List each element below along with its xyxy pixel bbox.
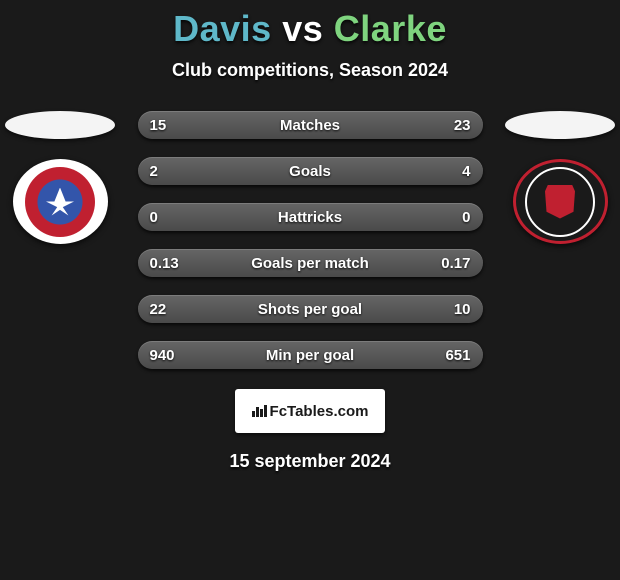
stat-row-min-per-goal: 940 Min per goal 651: [138, 341, 483, 369]
stat-left-value: 0: [150, 209, 158, 226]
fctables-logo[interactable]: FcTables.com: [235, 389, 385, 433]
stat-right-value: 0: [462, 209, 470, 226]
stat-row-goals-per-match: 0.13 Goals per match 0.17: [138, 249, 483, 277]
stat-right-value: 0.17: [441, 255, 470, 272]
stat-left-value: 22: [150, 301, 167, 318]
stats-table: 15 Matches 23 2 Goals 4 0 Hattricks 0 0.…: [138, 111, 483, 369]
stat-label: Min per goal: [266, 347, 354, 364]
stat-left-value: 0.13: [150, 255, 179, 272]
team2-column: [500, 111, 620, 244]
stat-right-value: 10: [454, 301, 471, 318]
stat-label: Shots per goal: [258, 301, 362, 318]
team1-flag-icon: [5, 111, 115, 139]
stat-left-value: 2: [150, 163, 158, 180]
team2-flag-icon: [505, 111, 615, 139]
stat-right-value: 23: [454, 117, 471, 134]
player1-name: Davis: [173, 8, 272, 49]
vs-separator: vs: [282, 8, 323, 49]
stat-left-value: 15: [150, 117, 167, 134]
stat-label: Goals: [289, 163, 331, 180]
stat-label: Goals per match: [251, 255, 369, 272]
team1-column: [0, 111, 120, 244]
stat-label: Hattricks: [278, 209, 342, 226]
stat-row-matches: 15 Matches 23: [138, 111, 483, 139]
competition-subtitle: Club competitions, Season 2024: [0, 60, 620, 81]
stat-row-goals: 2 Goals 4: [138, 157, 483, 185]
stat-label: Matches: [280, 117, 340, 134]
team1-crest-icon: [13, 159, 108, 244]
logo-bars-icon: [252, 405, 267, 417]
player2-name: Clarke: [334, 8, 447, 49]
match-date: 15 september 2024: [0, 451, 620, 472]
stat-right-value: 651: [445, 347, 470, 364]
stat-right-value: 4: [462, 163, 470, 180]
stat-row-shots-per-goal: 22 Shots per goal 10: [138, 295, 483, 323]
stats-content: 15 Matches 23 2 Goals 4 0 Hattricks 0 0.…: [0, 111, 620, 472]
stat-left-value: 940: [150, 347, 175, 364]
stat-row-hattricks: 0 Hattricks 0: [138, 203, 483, 231]
team2-crest-icon: [513, 159, 608, 244]
comparison-title: Davis vs Clarke: [0, 0, 620, 50]
logo-text: FcTables.com: [270, 403, 369, 420]
